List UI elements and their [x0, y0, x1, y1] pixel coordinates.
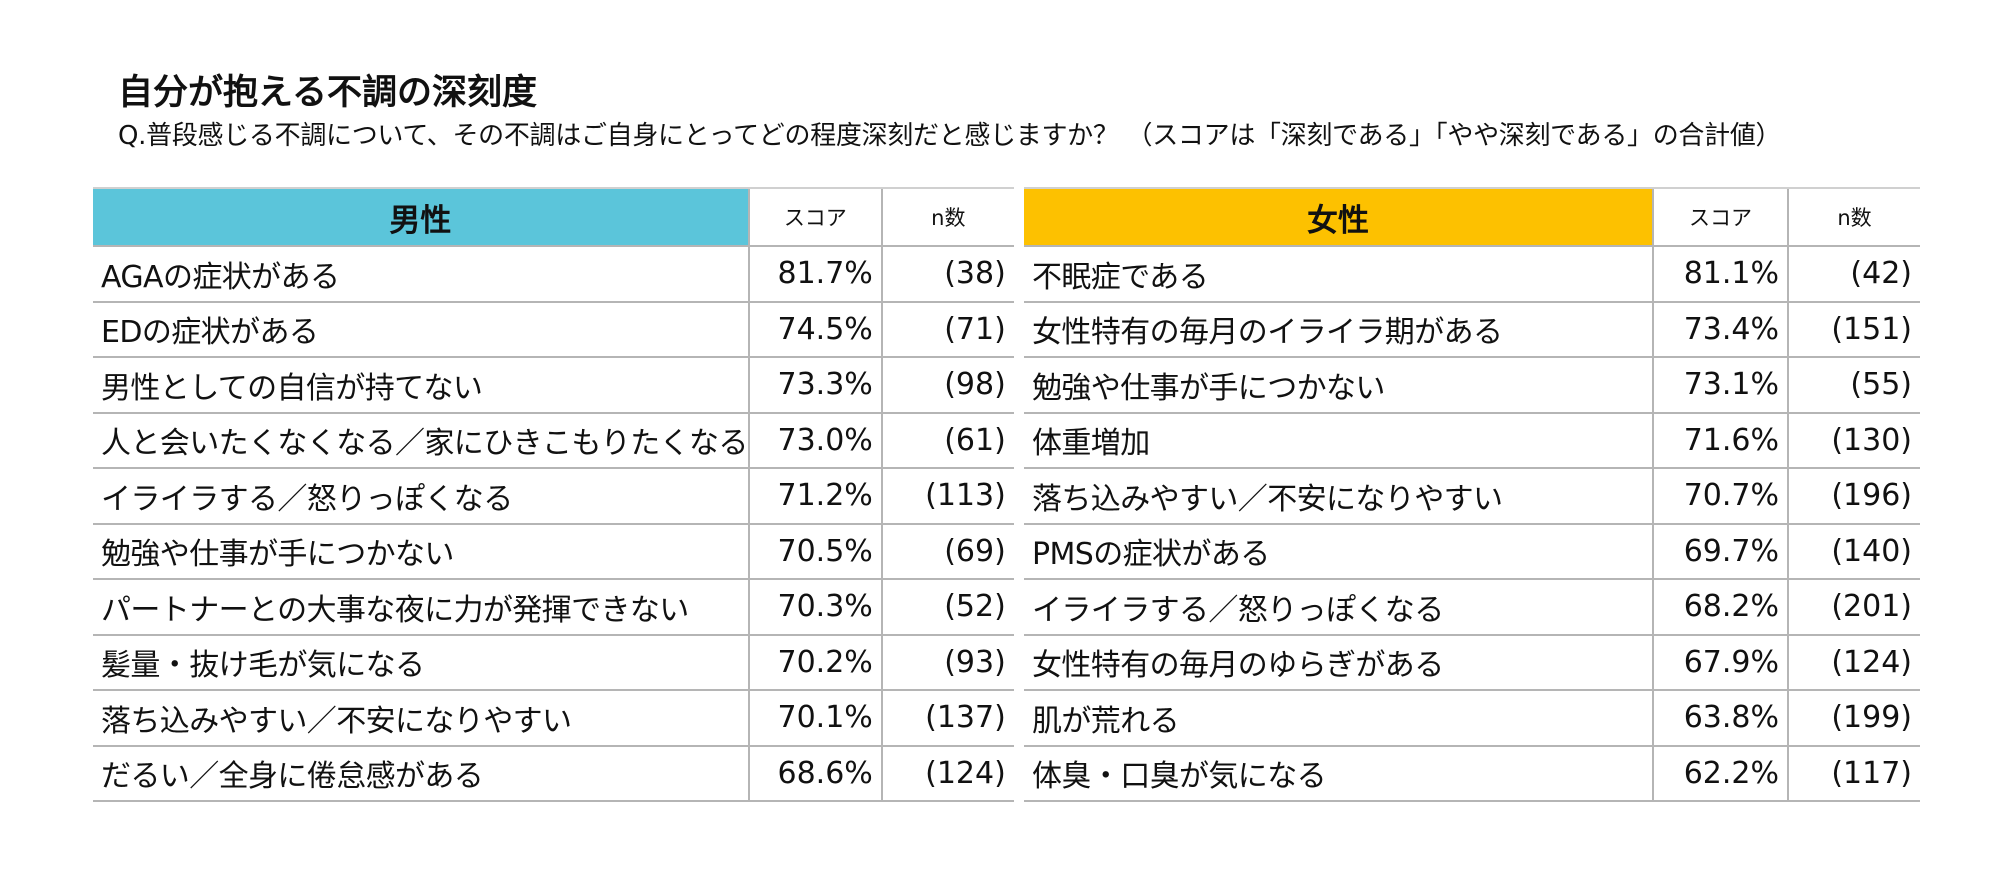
female-n-count: (55): [1787, 357, 1920, 414]
male-n-count: (98): [880, 357, 1014, 414]
male-score: 71.2%: [747, 468, 882, 525]
female-n-count: (196): [1787, 468, 1920, 525]
table-row: 勉強や仕事が手につかない 70.5% (69): [93, 523, 1014, 580]
male-n-count: (69): [880, 523, 1014, 580]
male-n-count: (52): [880, 579, 1014, 636]
table-row: 肌が荒れる 63.8% (199): [1024, 690, 1920, 747]
female-header-row: 女性 スコア n数: [1024, 187, 1920, 247]
page-title: 自分が抱える不調の深刻度: [118, 73, 537, 113]
female-table: 女性 スコア n数 不眠症である 81.1% (42) 女性特有の毎月のイライラ…: [1024, 187, 1920, 802]
male-item-label: 人と会いたくなくなる／家にひきこもりたくなる: [93, 412, 749, 469]
table-row: 不眠症である 81.1% (42): [1024, 246, 1920, 303]
male-item-label: AGAの症状がある: [93, 246, 749, 303]
female-score: 73.1%: [1652, 357, 1788, 414]
female-header: 女性: [1024, 187, 1653, 247]
male-score: 70.3%: [747, 579, 882, 636]
female-score-column-header: スコア: [1652, 187, 1788, 247]
female-score: 62.2%: [1652, 745, 1788, 802]
male-score: 68.6%: [747, 745, 882, 802]
male-item-label: EDの症状がある: [93, 301, 749, 358]
male-item-label: 髪量・抜け毛が気になる: [93, 634, 749, 691]
table-row: だるい／全身に倦怠感がある 68.6% (124): [93, 745, 1014, 802]
male-score: 73.0%: [747, 412, 882, 469]
female-score: 63.8%: [1652, 690, 1788, 747]
table-row: 男性としての自信が持てない 73.3% (98): [93, 357, 1014, 414]
male-score: 70.2%: [747, 634, 882, 691]
table-row: イライラする／怒りっぽくなる 71.2% (113): [93, 468, 1014, 525]
female-score: 71.6%: [1652, 412, 1788, 469]
male-n-count: (93): [880, 634, 1014, 691]
male-header-row: 男性 スコア n数: [93, 187, 1014, 247]
table-row: PMSの症状がある 69.7% (140): [1024, 523, 1920, 580]
question-text: Q.普段感じる不調について、その不調はご自身にとってどの程度深刻だと感じますか？…: [118, 121, 1782, 151]
female-item-label: 勉強や仕事が手につかない: [1024, 357, 1653, 414]
female-score: 81.1%: [1652, 246, 1788, 303]
female-n-count: (140): [1787, 523, 1920, 580]
female-n-count: (201): [1787, 579, 1920, 636]
female-item-label: 女性特有の毎月のイライラ期がある: [1024, 301, 1653, 358]
female-item-label: 体臭・口臭が気になる: [1024, 745, 1653, 802]
table-row: 落ち込みやすい／不安になりやすい 70.1% (137): [93, 690, 1014, 747]
table-row: パートナーとの大事な夜に力が発揮できない 70.3% (52): [93, 579, 1014, 636]
male-n-count: (38): [880, 246, 1014, 303]
table-row: 勉強や仕事が手につかない 73.1% (55): [1024, 357, 1920, 414]
male-n-count: (71): [880, 301, 1014, 358]
male-score: 70.1%: [747, 690, 882, 747]
table-row: 女性特有の毎月のイライラ期がある 73.4% (151): [1024, 301, 1920, 358]
male-score: 73.3%: [747, 357, 882, 414]
female-n-count: (124): [1787, 634, 1920, 691]
female-score: 70.7%: [1652, 468, 1788, 525]
female-item-label: 体重増加: [1024, 412, 1653, 469]
male-score: 81.7%: [747, 246, 882, 303]
male-item-label: 勉強や仕事が手につかない: [93, 523, 749, 580]
female-score: 68.2%: [1652, 579, 1788, 636]
male-item-label: イライラする／怒りっぽくなる: [93, 468, 749, 525]
female-n-count: (117): [1787, 745, 1920, 802]
female-item-label: イライラする／怒りっぽくなる: [1024, 579, 1653, 636]
female-n-count: (199): [1787, 690, 1920, 747]
table-row: 体臭・口臭が気になる 62.2% (117): [1024, 745, 1920, 802]
male-n-count: (113): [880, 468, 1014, 525]
table-row: 体重増加 71.6% (130): [1024, 412, 1920, 469]
table-row: 落ち込みやすい／不安になりやすい 70.7% (196): [1024, 468, 1920, 525]
male-score: 70.5%: [747, 523, 882, 580]
female-n-count: (151): [1787, 301, 1920, 358]
female-score: 67.9%: [1652, 634, 1788, 691]
male-item-label: パートナーとの大事な夜に力が発揮できない: [93, 579, 749, 636]
female-score: 69.7%: [1652, 523, 1788, 580]
table-row: EDの症状がある 74.5% (71): [93, 301, 1014, 358]
male-n-column-header: n数: [880, 187, 1014, 247]
female-item-label: PMSの症状がある: [1024, 523, 1653, 580]
male-n-count: (61): [880, 412, 1014, 469]
female-item-label: 落ち込みやすい／不安になりやすい: [1024, 468, 1653, 525]
male-n-count: (137): [880, 690, 1014, 747]
female-n-count: (42): [1787, 246, 1920, 303]
male-item-label: 男性としての自信が持てない: [93, 357, 749, 414]
female-n-column-header: n数: [1787, 187, 1920, 247]
male-header: 男性: [93, 187, 749, 247]
male-score-column-header: スコア: [747, 187, 882, 247]
male-n-count: (124): [880, 745, 1014, 802]
male-score: 74.5%: [747, 301, 882, 358]
female-n-count: (130): [1787, 412, 1920, 469]
male-item-label: 落ち込みやすい／不安になりやすい: [93, 690, 749, 747]
table-row: 女性特有の毎月のゆらぎがある 67.9% (124): [1024, 634, 1920, 691]
table-row: 髪量・抜け毛が気になる 70.2% (93): [93, 634, 1014, 691]
table-row: 人と会いたくなくなる／家にひきこもりたくなる 73.0% (61): [93, 412, 1014, 469]
male-item-label: だるい／全身に倦怠感がある: [93, 745, 749, 802]
male-table: 男性 スコア n数 AGAの症状がある 81.7% (38) EDの症状がある …: [93, 187, 1014, 802]
female-item-label: 不眠症である: [1024, 246, 1653, 303]
female-item-label: 肌が荒れる: [1024, 690, 1653, 747]
female-item-label: 女性特有の毎月のゆらぎがある: [1024, 634, 1653, 691]
female-score: 73.4%: [1652, 301, 1788, 358]
table-row: AGAの症状がある 81.7% (38): [93, 246, 1014, 303]
table-row: イライラする／怒りっぽくなる 68.2% (201): [1024, 579, 1920, 636]
